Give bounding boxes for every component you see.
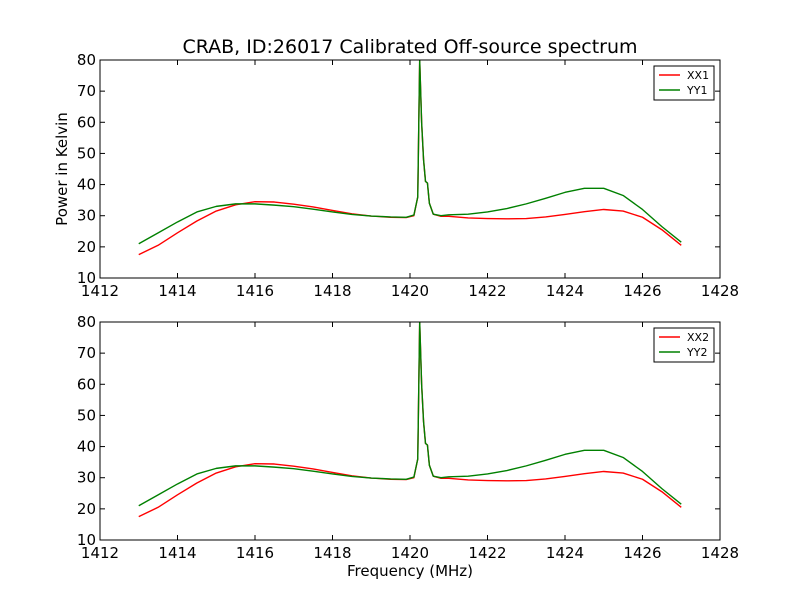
y-tick-label: 40 <box>77 176 96 194</box>
y-tick-label: 40 <box>77 438 96 456</box>
legend-box <box>653 65 715 101</box>
legend-box <box>653 327 715 363</box>
chart-panel-2: 1412 1414 1416 1418 1420 1422 1424 1426 1428 10 20… <box>77 313 739 580</box>
x-tick-label: 1418 <box>313 544 351 562</box>
legend-entry: YY1 <box>686 84 707 97</box>
chart-panel-1: 1412 1414 1416 1418 1420 1422 1424 1426 1428 10 20… <box>53 36 739 300</box>
x-tick-label: 1424 <box>546 282 584 300</box>
y-tick-label: 10 <box>77 531 96 549</box>
y-tick-label: 80 <box>77 313 96 331</box>
x-tick-label: 1428 <box>701 544 739 562</box>
y-tick-label: 60 <box>77 375 96 393</box>
x-tick-label: 1428 <box>701 282 739 300</box>
y-tick-label: 30 <box>77 207 96 225</box>
x-tick-label: 1420 <box>391 282 429 300</box>
y-tick-label: 80 <box>77 51 96 69</box>
y-axis-label: Power in Kelvin <box>53 112 71 226</box>
x-tick-label: 1426 <box>623 544 661 562</box>
x-tick-label: 1418 <box>313 282 351 300</box>
x-tick-label: 1412 <box>81 282 119 300</box>
x-tick-label: 1416 <box>236 544 274 562</box>
y-tick-label: 50 <box>77 144 96 162</box>
x-tick-label: 1412 <box>81 544 119 562</box>
x-axis-label: Frequency (MHz) <box>347 562 473 580</box>
series-line-yy1 <box>138 60 682 245</box>
y-tick-label: 30 <box>77 469 96 487</box>
x-tick-label: 1414 <box>158 544 196 562</box>
x-tick-label: 1426 <box>623 282 661 300</box>
legend-entry: YY2 <box>686 346 707 359</box>
x-tick-label: 1414 <box>158 282 196 300</box>
x-tick-label: 1420 <box>391 544 429 562</box>
y-tick-label: 20 <box>77 238 96 256</box>
y-tick-label: 70 <box>77 344 96 362</box>
legend-entry: XX1 <box>687 69 709 82</box>
y-tick-label: 50 <box>77 406 96 424</box>
x-tick-label: 1424 <box>546 544 584 562</box>
y-tick-label: 20 <box>77 500 96 518</box>
legend-entry: XX2 <box>687 331 709 344</box>
y-tick-label: 60 <box>77 113 96 131</box>
x-tick-label: 1422 <box>468 544 506 562</box>
x-tick-label: 1416 <box>236 282 274 300</box>
x-tick-label: 1422 <box>468 282 506 300</box>
series-line-yy2 <box>138 322 682 507</box>
chart-title: CRAB, ID:26017 Calibrated Off-source spe… <box>182 36 637 58</box>
y-tick-label: 10 <box>77 269 96 287</box>
y-tick-label: 70 <box>77 82 96 100</box>
